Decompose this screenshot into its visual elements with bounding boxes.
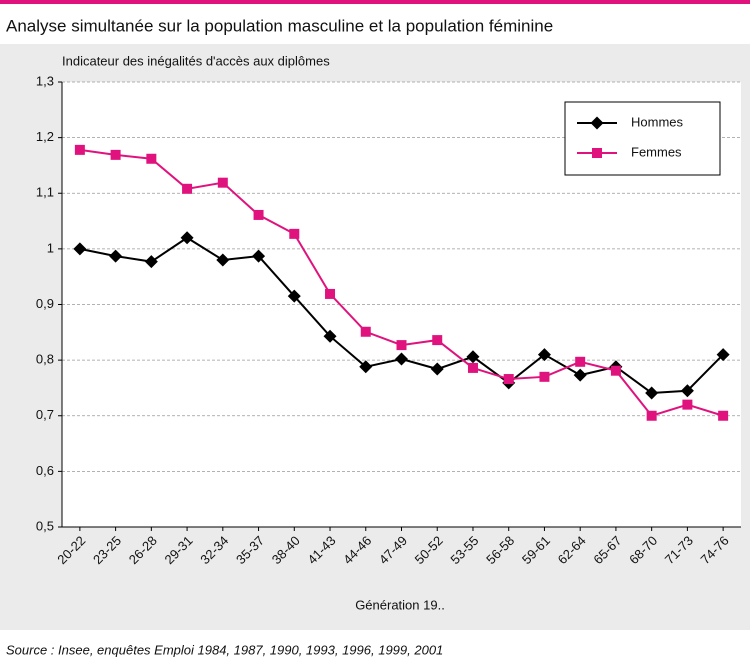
point bbox=[680, 384, 694, 398]
y-tick-label: 0,7 bbox=[36, 407, 54, 422]
point bbox=[182, 183, 193, 194]
point bbox=[646, 410, 657, 421]
point bbox=[610, 365, 621, 376]
point bbox=[395, 352, 408, 366]
point bbox=[467, 362, 478, 373]
point bbox=[287, 289, 301, 303]
y-tick-label: 0,8 bbox=[36, 352, 54, 367]
point bbox=[537, 348, 551, 362]
point bbox=[573, 368, 587, 382]
legend-marker bbox=[590, 116, 604, 130]
y-axis-label: Indicateur des inégalités d'accès aux di… bbox=[62, 53, 330, 68]
x-axis-label: Génération 19.. bbox=[355, 597, 445, 612]
point bbox=[180, 231, 194, 245]
point bbox=[645, 386, 659, 400]
point bbox=[216, 253, 230, 267]
point bbox=[718, 410, 729, 421]
point bbox=[109, 249, 123, 263]
point bbox=[74, 144, 85, 155]
y-tick-label: 0,5 bbox=[36, 518, 54, 533]
legend-box bbox=[564, 101, 721, 176]
point bbox=[217, 177, 228, 188]
point bbox=[503, 374, 514, 385]
y-tick-label: 1 bbox=[47, 240, 54, 255]
point bbox=[110, 149, 121, 160]
point bbox=[716, 348, 730, 362]
point bbox=[253, 209, 264, 220]
point bbox=[144, 255, 158, 269]
point bbox=[396, 340, 407, 351]
point bbox=[359, 360, 373, 374]
point bbox=[252, 249, 266, 263]
point bbox=[466, 350, 480, 364]
point bbox=[325, 288, 336, 299]
point bbox=[73, 242, 87, 256]
chart-title: Analyse simultanée sur la population mas… bbox=[6, 16, 553, 35]
y-tick-label: 1,2 bbox=[36, 129, 54, 144]
y-tick-label: 1,3 bbox=[36, 73, 54, 88]
y-tick-label: 0,6 bbox=[36, 463, 54, 478]
point bbox=[575, 356, 586, 367]
point bbox=[430, 362, 444, 376]
point bbox=[682, 399, 693, 410]
point bbox=[146, 153, 157, 164]
top-bar bbox=[0, 0, 750, 4]
source: Source : Insee, enquêtes Emploi 1984, 19… bbox=[6, 642, 443, 657]
point bbox=[323, 329, 337, 343]
point bbox=[432, 335, 443, 346]
legend-label: Hommes bbox=[631, 114, 684, 129]
legend-marker bbox=[592, 148, 602, 158]
point bbox=[360, 326, 371, 337]
point bbox=[289, 228, 300, 239]
y-tick-label: 1,1 bbox=[36, 185, 54, 200]
y-tick-label: 0,9 bbox=[36, 296, 54, 311]
legend-label: Femmes bbox=[631, 144, 682, 159]
point bbox=[539, 371, 550, 382]
